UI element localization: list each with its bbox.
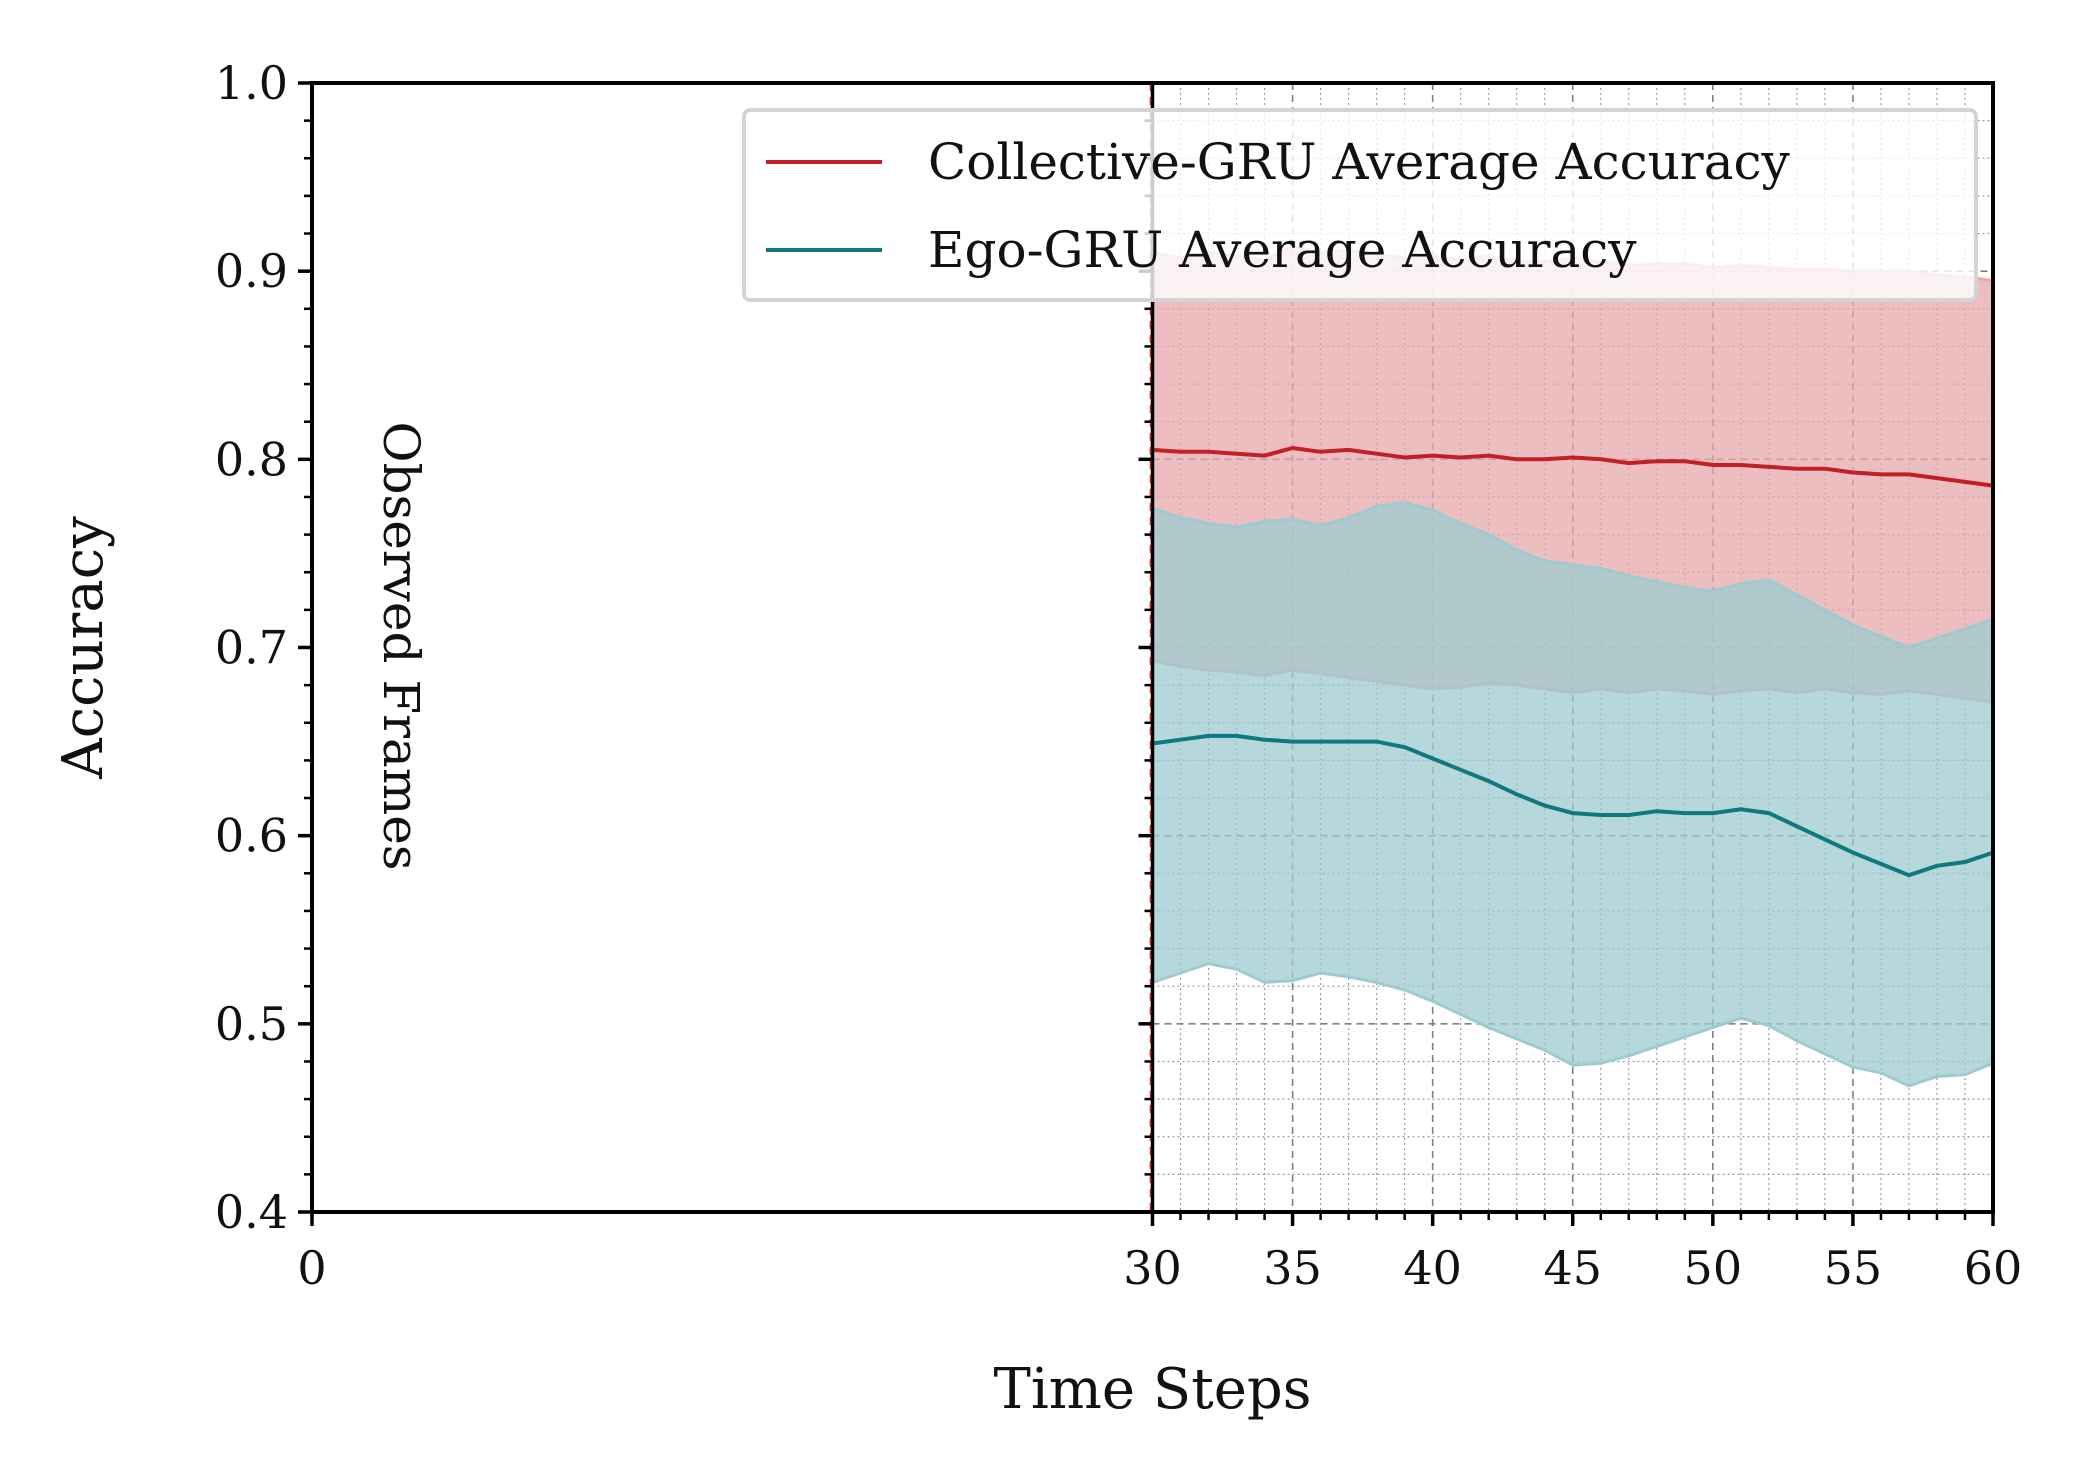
x-axis-label: Time Steps <box>994 1357 1312 1422</box>
observed-frames-annotation: Observed Frames <box>372 422 430 871</box>
band-lower-edge-1 <box>1152 962 1993 1088</box>
y-tick-label: 1.0 <box>215 56 288 110</box>
y-tick-label: 0.5 <box>215 997 288 1051</box>
confidence-bands <box>1152 245 1993 1088</box>
y-tick-label: 0.8 <box>215 432 288 486</box>
series-line-1 <box>1152 733 1993 878</box>
legend-label-ego-gru: Ego-GRU Average Accuracy <box>928 221 1637 279</box>
x-tick-label: 0 <box>297 1241 326 1295</box>
series-lines <box>1152 445 1993 878</box>
ticks: 0 30 35 40 45 50 55 60 0.4 0.5 0.6 0.7 0.8 0.9 1.0 <box>215 56 2022 1295</box>
x-tick-label: 45 <box>1543 1241 1602 1295</box>
y-axis-label: Accuracy <box>51 516 116 780</box>
y-tick-label: 0.9 <box>215 244 288 298</box>
x-tick-label: 50 <box>1684 1241 1743 1295</box>
legend-label-collective-gru: Collective-GRU Average Accuracy <box>928 133 1791 191</box>
labels: Time Steps Accuracy Observed Frames <box>51 422 1311 1422</box>
y-tick-label: 0.4 <box>215 1185 288 1239</box>
x-tick-label: 30 <box>1123 1241 1182 1295</box>
legend: Collective-GRU Average Accuracy Ego-GRU … <box>742 108 1978 302</box>
x-tick-label: 60 <box>1964 1241 2023 1295</box>
y-tick-label: 0.6 <box>215 809 288 863</box>
x-tick-label: 40 <box>1403 1241 1462 1295</box>
x-tick-label: 35 <box>1263 1241 1322 1295</box>
series-line-0 <box>1152 445 1993 488</box>
confidence-band-1 <box>1152 502 1993 1086</box>
y-tick-label: 0.7 <box>215 621 288 675</box>
legend-box <box>742 108 1978 302</box>
x-tick-label: 55 <box>1824 1241 1883 1295</box>
band-upper-edge-1 <box>1152 501 1993 650</box>
